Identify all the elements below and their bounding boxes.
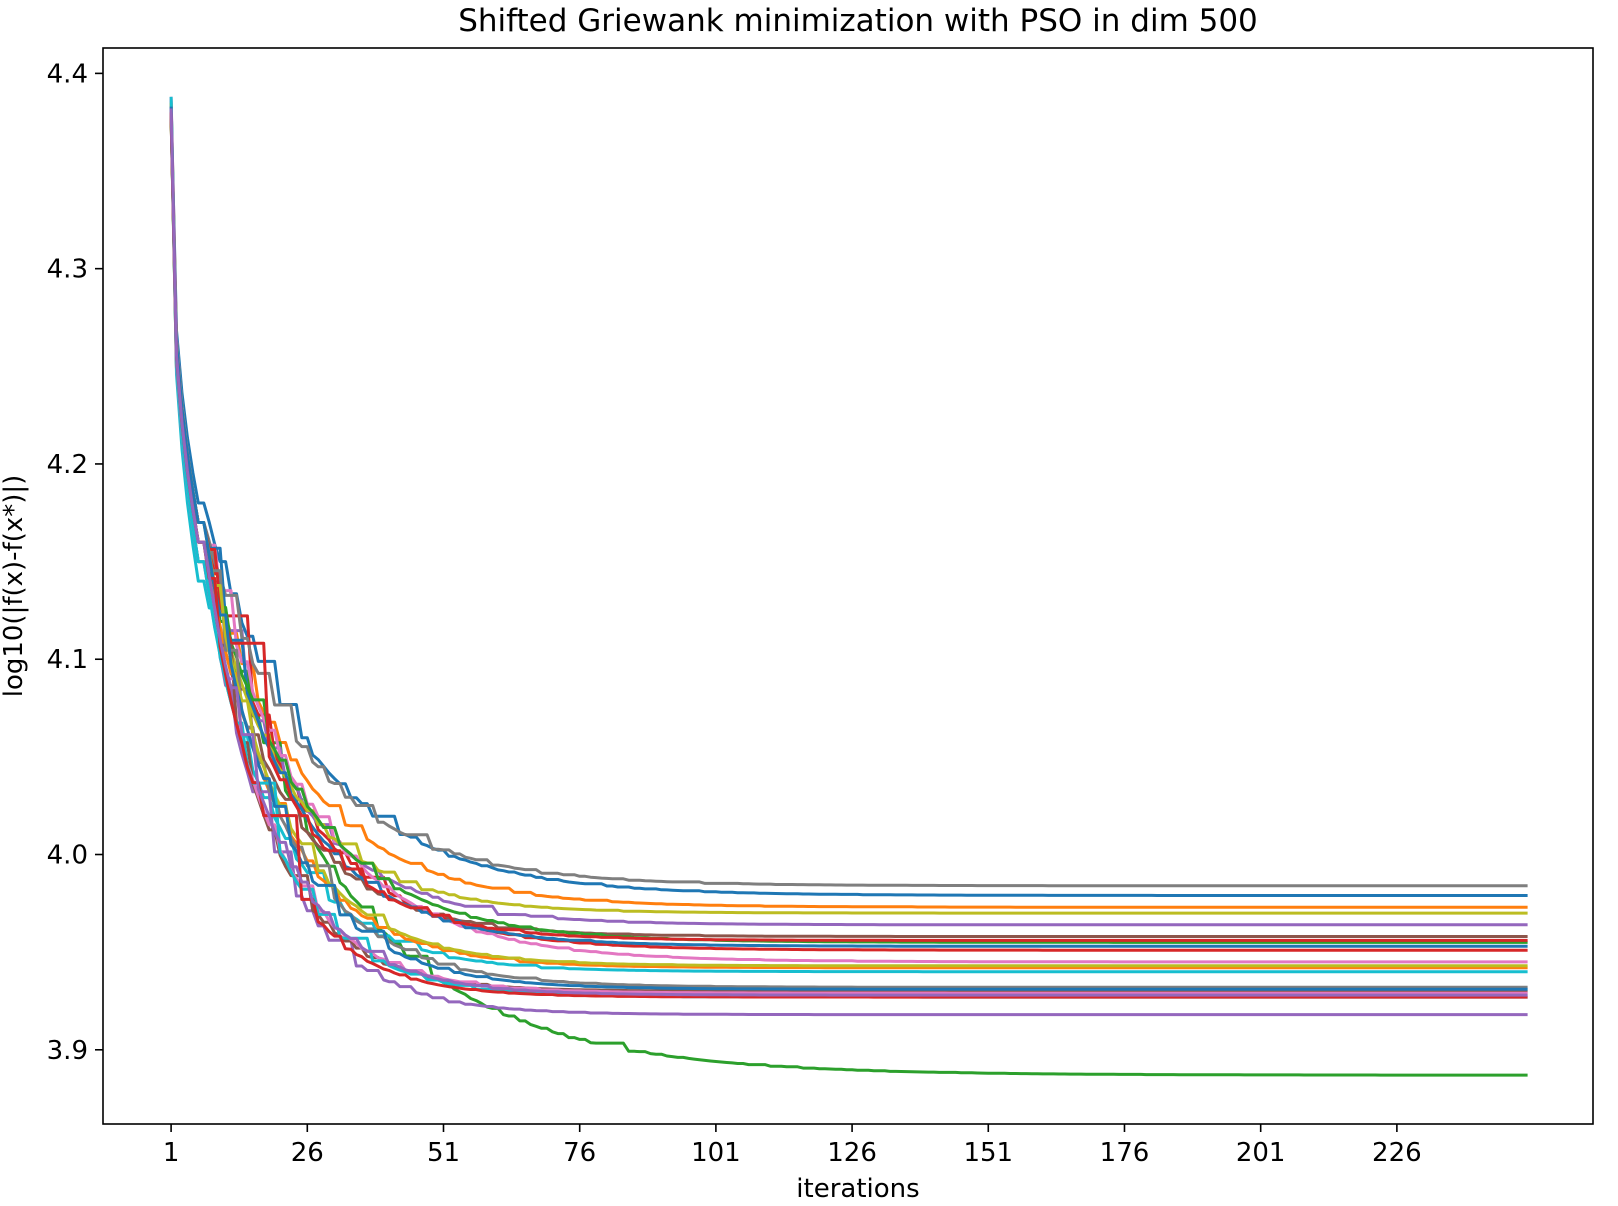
x-tick-label-176: 176 [1100,1138,1150,1168]
series-line-13 [169,118,1528,944]
series-line-10 [169,100,1528,974]
x-axis-label: iterations [796,1174,919,1204]
series-line-16 [169,114,1528,993]
series-line-2 [169,112,1528,909]
x-tick-label-26: 26 [291,1138,324,1168]
chart-title: Shifted Griewank minimization with PSO i… [458,3,1258,39]
x-tick-label-151: 151 [963,1138,1013,1168]
series-line-21 [169,106,1528,991]
series-line-1 [169,102,1528,897]
y-tick-label-4.0: 4.0 [47,841,88,871]
series-line-14 [169,110,1528,942]
y-tick-label-4.1: 4.1 [47,645,88,675]
y-tick-label-4.4: 4.4 [47,59,88,89]
x-tick-label-51: 51 [427,1138,460,1168]
series-line-8 [169,110,1528,888]
x-tick-label-76: 76 [563,1138,596,1168]
series-line-4 [169,120,1528,952]
series-line-18 [169,108,1528,989]
x-tick-label-201: 201 [1236,1138,1286,1168]
series-line-22 [169,112,1528,999]
series-line-12 [169,114,1528,970]
x-tick-label-226: 226 [1372,1138,1422,1168]
series-line-20 [169,96,1528,999]
series-line-15 [169,104,1528,1017]
series-layer [169,96,1528,1077]
x-axis-ticks: 1 26 51 76 101 126 151 176 201 226 [163,1124,1422,1168]
x-tick-label-126: 126 [827,1138,877,1168]
y-tick-label-4.3: 4.3 [47,255,88,285]
series-line-7 [169,96,1528,964]
series-line-19 [169,102,1528,968]
y-tick-label-3.9: 3.9 [47,1036,88,1066]
y-axis-label: log10(|f(x)-f(x*)|) [0,475,29,698]
series-line-9 [169,104,1528,915]
y-axis-ticks: 3.9 4.0 4.1 4.2 4.3 4.4 [47,59,103,1066]
plot-area-frame [102,47,1594,1125]
x-tick-label-1: 1 [163,1138,180,1168]
series-line-5 [169,106,1528,927]
series-line-23 [169,108,1528,997]
series-line-3 [169,116,1528,1077]
series-line-11 [169,108,1528,948]
y-tick-label-4.2: 4.2 [47,450,88,480]
series-line-17 [169,98,1528,995]
x-tick-label-101: 101 [691,1138,741,1168]
